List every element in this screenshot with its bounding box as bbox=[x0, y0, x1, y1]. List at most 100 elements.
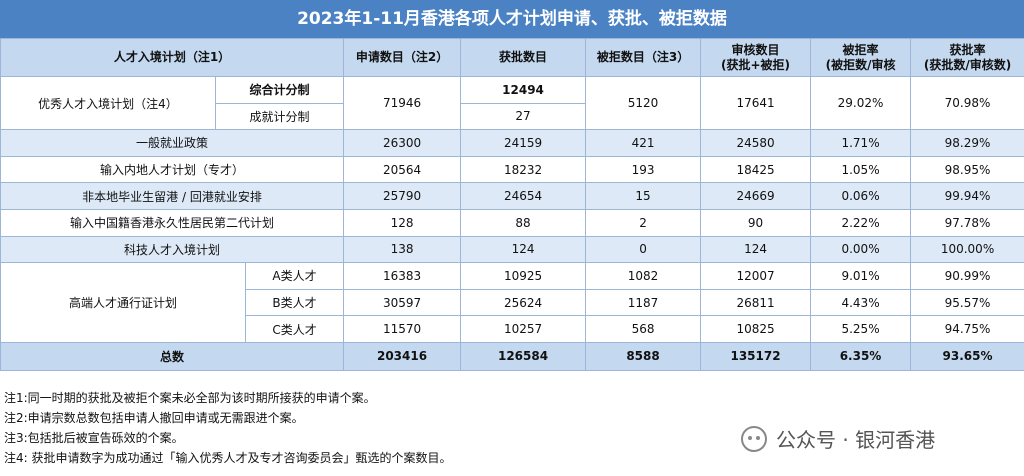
table-cell: 25624 bbox=[460, 288, 587, 317]
table-cell: 0.06% bbox=[810, 182, 912, 210]
table-cell: 非本地毕业生留港 / 回港就业安排 bbox=[0, 182, 345, 210]
table-row: 高端人才通行证计划 A类人才 16383 10925 1082 12007 9.01% 90.… bbox=[0, 262, 1024, 343]
header-cell: 获批率 (获批数/审核数) bbox=[910, 38, 1024, 77]
header-text: (被拒数/审核 bbox=[825, 57, 896, 72]
table-cell: 1.71% bbox=[810, 129, 912, 157]
header-cell: 被拒数目（注3） bbox=[585, 38, 702, 77]
table-cell: 0 bbox=[585, 235, 702, 264]
table-cell: 88 bbox=[460, 208, 587, 237]
header-row: 人才入境计划（注1） 申请数目（注2） 获批数目 被拒数目（注3） 审核数目 (获批+被拒… bbox=[0, 38, 1024, 77]
table-cell: 124 bbox=[700, 235, 812, 264]
table-cell: 8588 bbox=[585, 341, 702, 371]
table-cell: 一般就业政策 bbox=[0, 129, 345, 157]
table-cell: 24654 bbox=[460, 182, 587, 210]
note: 注1:同一时期的获批及被拒个案未必全部为该时期所接获的申请个案。 bbox=[4, 391, 376, 405]
table-cell: A类人才 bbox=[244, 262, 345, 290]
header-text: 申请数目（注2） bbox=[355, 50, 449, 64]
wechat-icon bbox=[741, 425, 767, 452]
table-cell: 6.35% bbox=[810, 341, 912, 371]
notes: 注1:同一时期的获批及被拒个案未必全部为该时期所接获的申请个案。 注2:申请宗数总… bbox=[4, 388, 452, 468]
table-cell: 421 bbox=[585, 129, 702, 157]
table-cell: 10257 bbox=[460, 315, 587, 343]
table-cell: 100.00% bbox=[910, 235, 1024, 264]
table-row: 优秀人才入境计划（注4） 综合计分制 71946 12494 5120 17641 29.0… bbox=[0, 75, 1024, 131]
table-cell: 193 bbox=[585, 155, 702, 184]
table-cell: 12494 bbox=[460, 76, 587, 104]
table-cell: 26300 bbox=[343, 129, 462, 157]
header-cell: 申请数目（注2） bbox=[343, 38, 462, 77]
title: 2023年1-11月香港各项人才计划申请、获批、被拒数据 bbox=[0, 0, 1024, 38]
table-cell: 124 bbox=[460, 235, 587, 264]
table-row: 科技人才入境计划 138 124 0 124 0.00% 100.00% bbox=[0, 235, 1024, 264]
table-cell: 70.98% bbox=[910, 75, 1024, 131]
table-cell: 10825 bbox=[700, 315, 812, 343]
header-cell: 获批数目 bbox=[460, 38, 587, 77]
table-cell: 总数 bbox=[0, 341, 345, 371]
header-cell: 被拒率 (被拒数/审核 bbox=[810, 38, 912, 77]
header-text: 人才入境计划（注1） bbox=[113, 50, 231, 64]
table-cell: 138 bbox=[343, 235, 462, 264]
table-cell: 10925 bbox=[460, 262, 587, 290]
table-cell: 27 bbox=[460, 102, 587, 131]
table-cell: 93.65% bbox=[910, 341, 1024, 371]
table-cell: 9.01% bbox=[810, 262, 912, 290]
table-cell: 成就计分制 bbox=[214, 102, 345, 131]
table-cell: 568 bbox=[585, 315, 702, 343]
table-row: 输入中国籍香港永久性居民第二代计划 128 88 2 90 2.22% 97.78% bbox=[0, 208, 1024, 237]
note: 注4: 获批申请数字为成功通过「输入优秀人才及专才咨询委员会」甄选的个案数目。 bbox=[4, 451, 452, 465]
table-cell: 128 bbox=[343, 208, 462, 237]
table-cell: 2.22% bbox=[810, 208, 912, 237]
table-cell: 综合计分制 bbox=[214, 76, 345, 104]
header-text: (获批数/审核数) bbox=[923, 57, 1012, 72]
note: 注3:包括批后被宣告砾效的个案。 bbox=[4, 431, 184, 445]
table-cell: B类人才 bbox=[244, 288, 345, 317]
table-cell: 科技人才入境计划 bbox=[0, 235, 345, 264]
table-cell: 15 bbox=[585, 182, 702, 210]
table-cell: 71946 bbox=[343, 75, 462, 131]
table-cell: 24669 bbox=[700, 182, 812, 210]
table-cell: 90 bbox=[700, 208, 812, 237]
table-cell: 5.25% bbox=[810, 315, 912, 343]
table-cell: 输入内地人才计划（专才） bbox=[0, 155, 345, 184]
table-cell: 16383 bbox=[343, 262, 462, 290]
table-cell: 20564 bbox=[343, 155, 462, 184]
header-cell: 审核数目 (获批+被拒) bbox=[700, 38, 812, 77]
table-cell: C类人才 bbox=[244, 315, 345, 343]
header-text: 获批率 bbox=[949, 42, 986, 57]
table-cell: 98.95% bbox=[910, 155, 1024, 184]
table-cell: 17641 bbox=[700, 75, 812, 131]
table-row: 非本地毕业生留港 / 回港就业安排 25790 24654 15 24669 0.06% 9… bbox=[0, 182, 1024, 210]
header-cell: 人才入境计划（注1） bbox=[0, 38, 345, 77]
table-cell: 高端人才通行证计划 bbox=[0, 262, 246, 343]
table-row: B类人才 30597 25624 1187 26811 4.43% 95.57% bbox=[1, 288, 1024, 317]
table-row: C类人才 11570 10257 568 10825 5.25% 94.75% bbox=[1, 315, 1024, 343]
table-row: 成就计分制 27 bbox=[1, 102, 1024, 131]
table-cell: 优秀人才入境计划（注4） bbox=[0, 75, 216, 131]
table-cell: 26811 bbox=[700, 288, 812, 317]
table-cell: 4.43% bbox=[810, 288, 912, 317]
watermark: 公众号 · 银河香港 bbox=[740, 424, 935, 453]
table-cell: 12007 bbox=[700, 262, 812, 290]
header-text: 被拒数目（注3） bbox=[596, 50, 690, 64]
table-cell: 24159 bbox=[460, 129, 587, 157]
table-cell: 126584 bbox=[460, 341, 587, 371]
header-text: 被拒率 bbox=[842, 42, 879, 57]
table-cell: 95.57% bbox=[910, 288, 1024, 317]
header-text: 审核数目 bbox=[731, 42, 780, 57]
table-cell: 203416 bbox=[343, 341, 462, 371]
table-cell: 98.29% bbox=[910, 129, 1024, 157]
table-cell: 1.05% bbox=[810, 155, 912, 184]
table-cell: 30597 bbox=[343, 288, 462, 317]
table-cell: 5120 bbox=[585, 75, 702, 131]
table-row: 总数 203416 126584 8588 135172 6.35% 93.65% bbox=[0, 341, 1024, 371]
table-cell: 11570 bbox=[343, 315, 462, 343]
table-cell: 24580 bbox=[700, 129, 812, 157]
table-cell: 2 bbox=[585, 208, 702, 237]
table-cell: 97.78% bbox=[910, 208, 1024, 237]
table-cell: 94.75% bbox=[910, 315, 1024, 343]
table-cell: 18232 bbox=[460, 155, 587, 184]
table-row: 输入内地人才计划（专才） 20564 18232 193 18425 1.05% 98.95… bbox=[0, 155, 1024, 184]
table-cell: 135172 bbox=[700, 341, 812, 371]
table-cell: 25790 bbox=[343, 182, 462, 210]
